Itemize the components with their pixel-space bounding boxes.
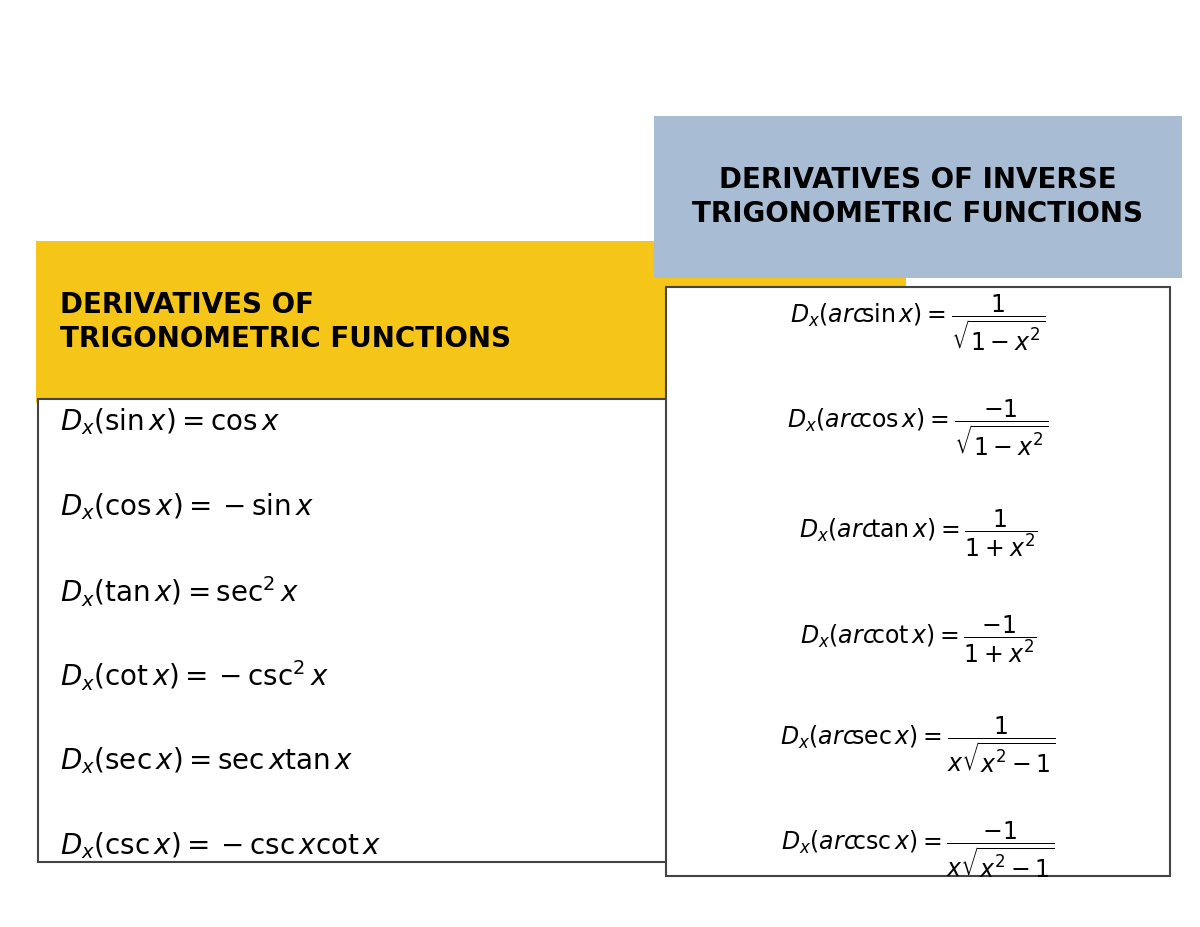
FancyBboxPatch shape bbox=[36, 241, 906, 403]
Text: $D_x(\mathit{arc}\!\sec x) = \dfrac{1}{x\sqrt{x^2-1}}$: $D_x(\mathit{arc}\!\sec x) = \dfrac{1}{x… bbox=[780, 714, 1056, 775]
Text: $D_x(\mathit{arc}\!\sin x) = \dfrac{1}{\sqrt{1-x^2}}$: $D_x(\mathit{arc}\!\sin x) = \dfrac{1}{\… bbox=[791, 292, 1045, 353]
Text: $D_x(\mathit{arc}\!\cot x) = \dfrac{-1}{1+x^2}$: $D_x(\mathit{arc}\!\cot x) = \dfrac{-1}{… bbox=[800, 613, 1036, 665]
Text: DERIVATIVES OF
TRIGONOMETRIC FUNCTIONS: DERIVATIVES OF TRIGONOMETRIC FUNCTIONS bbox=[60, 291, 511, 353]
Text: $D_x(\mathit{arc}\!\tan x) = \dfrac{1}{1+x^2}$: $D_x(\mathit{arc}\!\tan x) = \dfrac{1}{1… bbox=[799, 508, 1037, 560]
Text: $D_x(\tan x) = \sec^2 x$: $D_x(\tan x) = \sec^2 x$ bbox=[60, 574, 299, 609]
Text: DERIVATIVES OF INVERSE
TRIGONOMETRIC FUNCTIONS: DERIVATIVES OF INVERSE TRIGONOMETRIC FUN… bbox=[692, 166, 1144, 228]
Text: $D_x(\mathit{arc}\!\csc x) = \dfrac{-1}{x\sqrt{x^2-1}}$: $D_x(\mathit{arc}\!\csc x) = \dfrac{-1}{… bbox=[781, 819, 1055, 881]
FancyBboxPatch shape bbox=[654, 116, 1182, 278]
FancyBboxPatch shape bbox=[38, 399, 908, 862]
Text: $D_x(\mathit{arc}\!\cos x) = \dfrac{-1}{\sqrt{1-x^2}}$: $D_x(\mathit{arc}\!\cos x) = \dfrac{-1}{… bbox=[787, 398, 1049, 459]
Text: $D_x(\cos x) = -\sin x$: $D_x(\cos x) = -\sin x$ bbox=[60, 491, 314, 522]
Text: $D_x(\sin x) = \cos x$: $D_x(\sin x) = \cos x$ bbox=[60, 406, 280, 438]
FancyBboxPatch shape bbox=[666, 287, 1170, 876]
Text: $D_x(\cot x) = -\csc^2 x$: $D_x(\cot x) = -\csc^2 x$ bbox=[60, 658, 329, 693]
Text: $D_x(\sec x) = \sec x\tan x$: $D_x(\sec x) = \sec x\tan x$ bbox=[60, 745, 354, 776]
Text: $D_x(\csc x) = -\csc x\cot x$: $D_x(\csc x) = -\csc x\cot x$ bbox=[60, 830, 382, 861]
